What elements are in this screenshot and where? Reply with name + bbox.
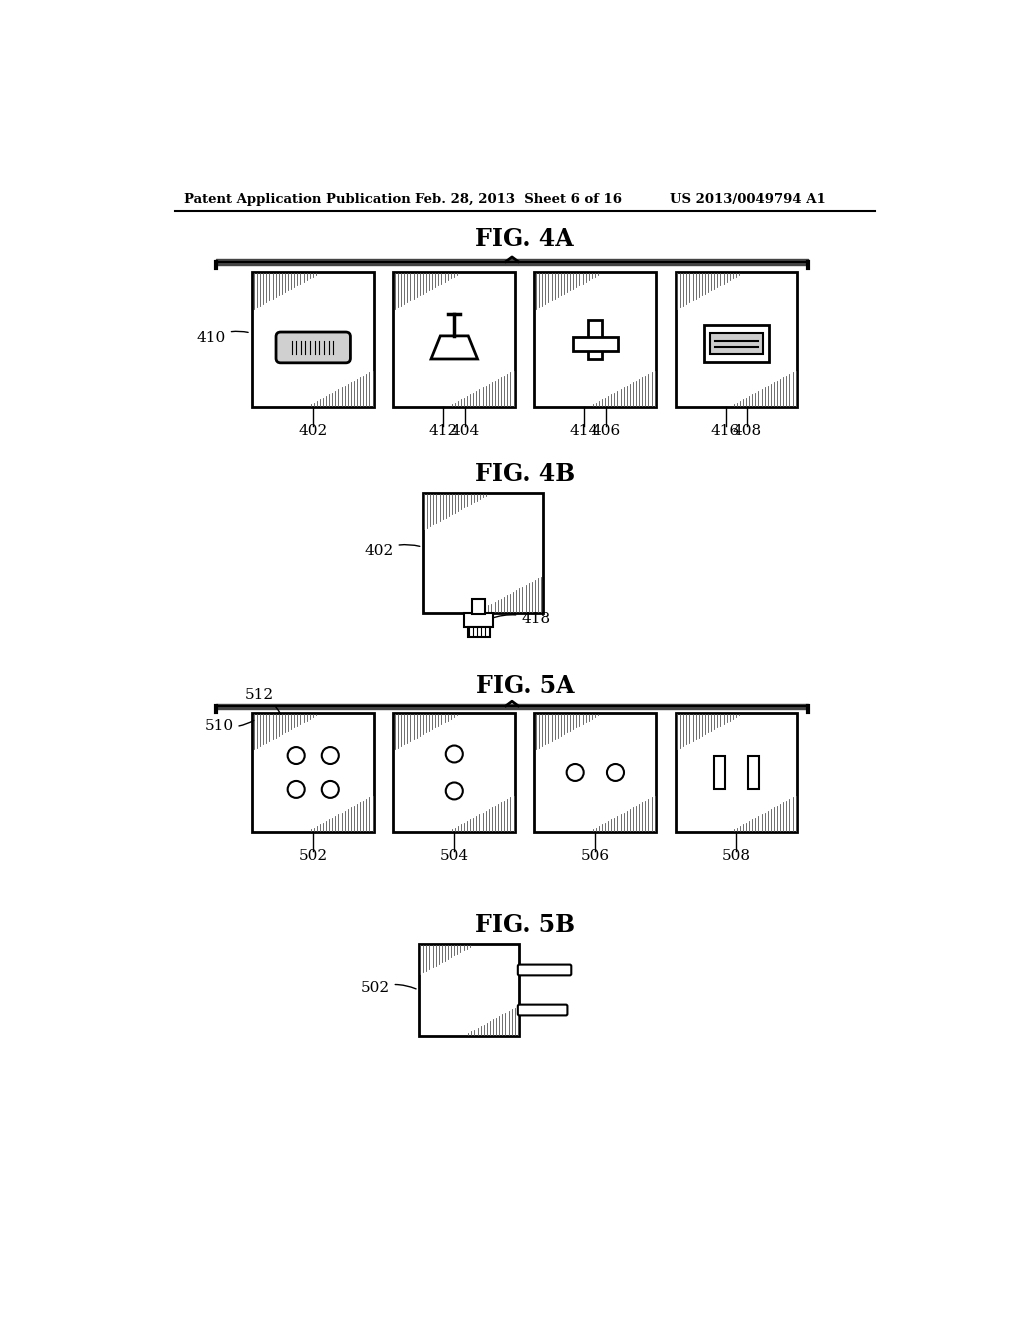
Bar bbox=[472, 599, 485, 614]
Bar bbox=[464, 612, 494, 627]
Text: Feb. 28, 2013  Sheet 6 of 16: Feb. 28, 2013 Sheet 6 of 16 bbox=[415, 193, 622, 206]
FancyBboxPatch shape bbox=[518, 965, 571, 975]
Bar bbox=[572, 337, 617, 351]
Text: 416: 416 bbox=[711, 424, 740, 438]
Text: 418: 418 bbox=[490, 612, 551, 627]
Bar bbox=[252, 272, 374, 407]
Circle shape bbox=[445, 783, 463, 800]
Bar bbox=[676, 272, 798, 407]
Text: 402: 402 bbox=[299, 424, 328, 438]
Bar bbox=[589, 321, 602, 359]
Text: 502: 502 bbox=[299, 849, 328, 863]
Text: FIG. 4A: FIG. 4A bbox=[475, 227, 574, 251]
Bar bbox=[252, 713, 374, 832]
Text: FIG. 5B: FIG. 5B bbox=[475, 912, 574, 937]
Text: 510: 510 bbox=[205, 718, 254, 733]
Circle shape bbox=[566, 764, 584, 781]
Text: 408: 408 bbox=[732, 424, 762, 438]
Bar bbox=[748, 755, 759, 789]
Bar bbox=[393, 713, 515, 832]
Bar bbox=[535, 713, 656, 832]
Circle shape bbox=[322, 781, 339, 797]
Text: 410: 410 bbox=[197, 331, 248, 346]
Bar bbox=[710, 333, 763, 354]
Circle shape bbox=[322, 747, 339, 764]
Text: US 2013/0049794 A1: US 2013/0049794 A1 bbox=[671, 193, 826, 206]
Text: 504: 504 bbox=[439, 849, 469, 863]
FancyBboxPatch shape bbox=[276, 333, 350, 363]
Text: 502: 502 bbox=[360, 981, 416, 995]
Bar bbox=[676, 713, 798, 832]
Bar bbox=[703, 325, 769, 362]
Circle shape bbox=[288, 747, 305, 764]
Text: 412: 412 bbox=[429, 424, 458, 438]
Circle shape bbox=[445, 746, 463, 763]
Text: 506: 506 bbox=[581, 849, 610, 863]
Text: 414: 414 bbox=[569, 424, 599, 438]
Bar bbox=[714, 755, 725, 789]
Text: FIG. 4B: FIG. 4B bbox=[475, 462, 574, 486]
Text: 404: 404 bbox=[451, 424, 480, 438]
Bar bbox=[419, 944, 519, 1036]
Text: 406: 406 bbox=[592, 424, 621, 438]
Text: Patent Application Publication: Patent Application Publication bbox=[183, 193, 411, 206]
FancyBboxPatch shape bbox=[518, 1005, 567, 1015]
Circle shape bbox=[607, 764, 624, 781]
Text: 512: 512 bbox=[245, 688, 281, 714]
Bar bbox=[468, 627, 489, 638]
Polygon shape bbox=[431, 335, 477, 359]
Text: 508: 508 bbox=[722, 849, 751, 863]
Circle shape bbox=[288, 781, 305, 797]
Bar bbox=[423, 494, 543, 612]
Text: 402: 402 bbox=[365, 544, 420, 558]
Bar bbox=[535, 272, 656, 407]
Text: FIG. 5A: FIG. 5A bbox=[475, 673, 574, 698]
Bar bbox=[393, 272, 515, 407]
